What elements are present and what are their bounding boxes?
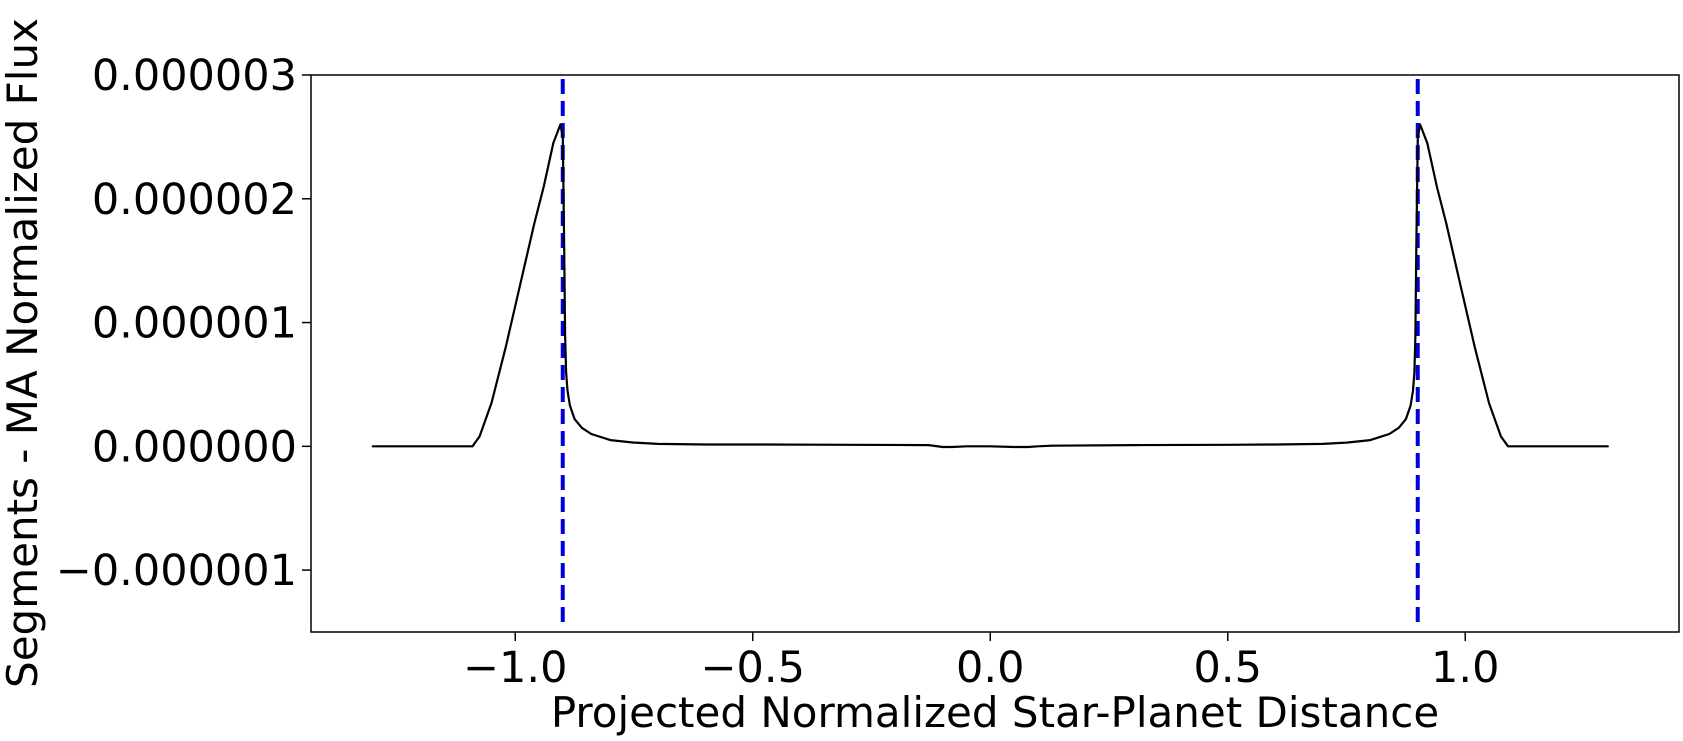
data-series xyxy=(371,123,1609,449)
y-tick-label: 0.000002 xyxy=(92,175,297,225)
flux-residual-line xyxy=(371,123,1609,449)
plot-frame xyxy=(310,74,1680,633)
y-axis-label: Segments - MA Normalized Flux xyxy=(0,18,47,688)
reference-lines xyxy=(560,79,1420,628)
y-tick-label: 0.000001 xyxy=(92,299,297,349)
y-tick-label: 0.000000 xyxy=(92,422,297,472)
y-tick-label: 0.000003 xyxy=(92,51,297,101)
x-tick-label: −1.0 xyxy=(463,643,567,693)
x-tick-label: −0.5 xyxy=(701,643,805,693)
x-tick-label: 0.0 xyxy=(956,643,1024,693)
x-tick-label: 1.0 xyxy=(1431,643,1499,693)
y-tick-label: −0.000001 xyxy=(56,546,297,596)
x-tick-label: 0.5 xyxy=(1194,643,1262,693)
x-axis-label: Projected Normalized Star-Planet Distanc… xyxy=(551,688,1439,736)
y-axis-ticks: −0.000001 0.000000 0.000001 0.000002 0.00000… xyxy=(56,51,311,596)
x-axis-ticks: −1.0 −0.5 0.0 0.5 1.0 xyxy=(463,632,1499,693)
